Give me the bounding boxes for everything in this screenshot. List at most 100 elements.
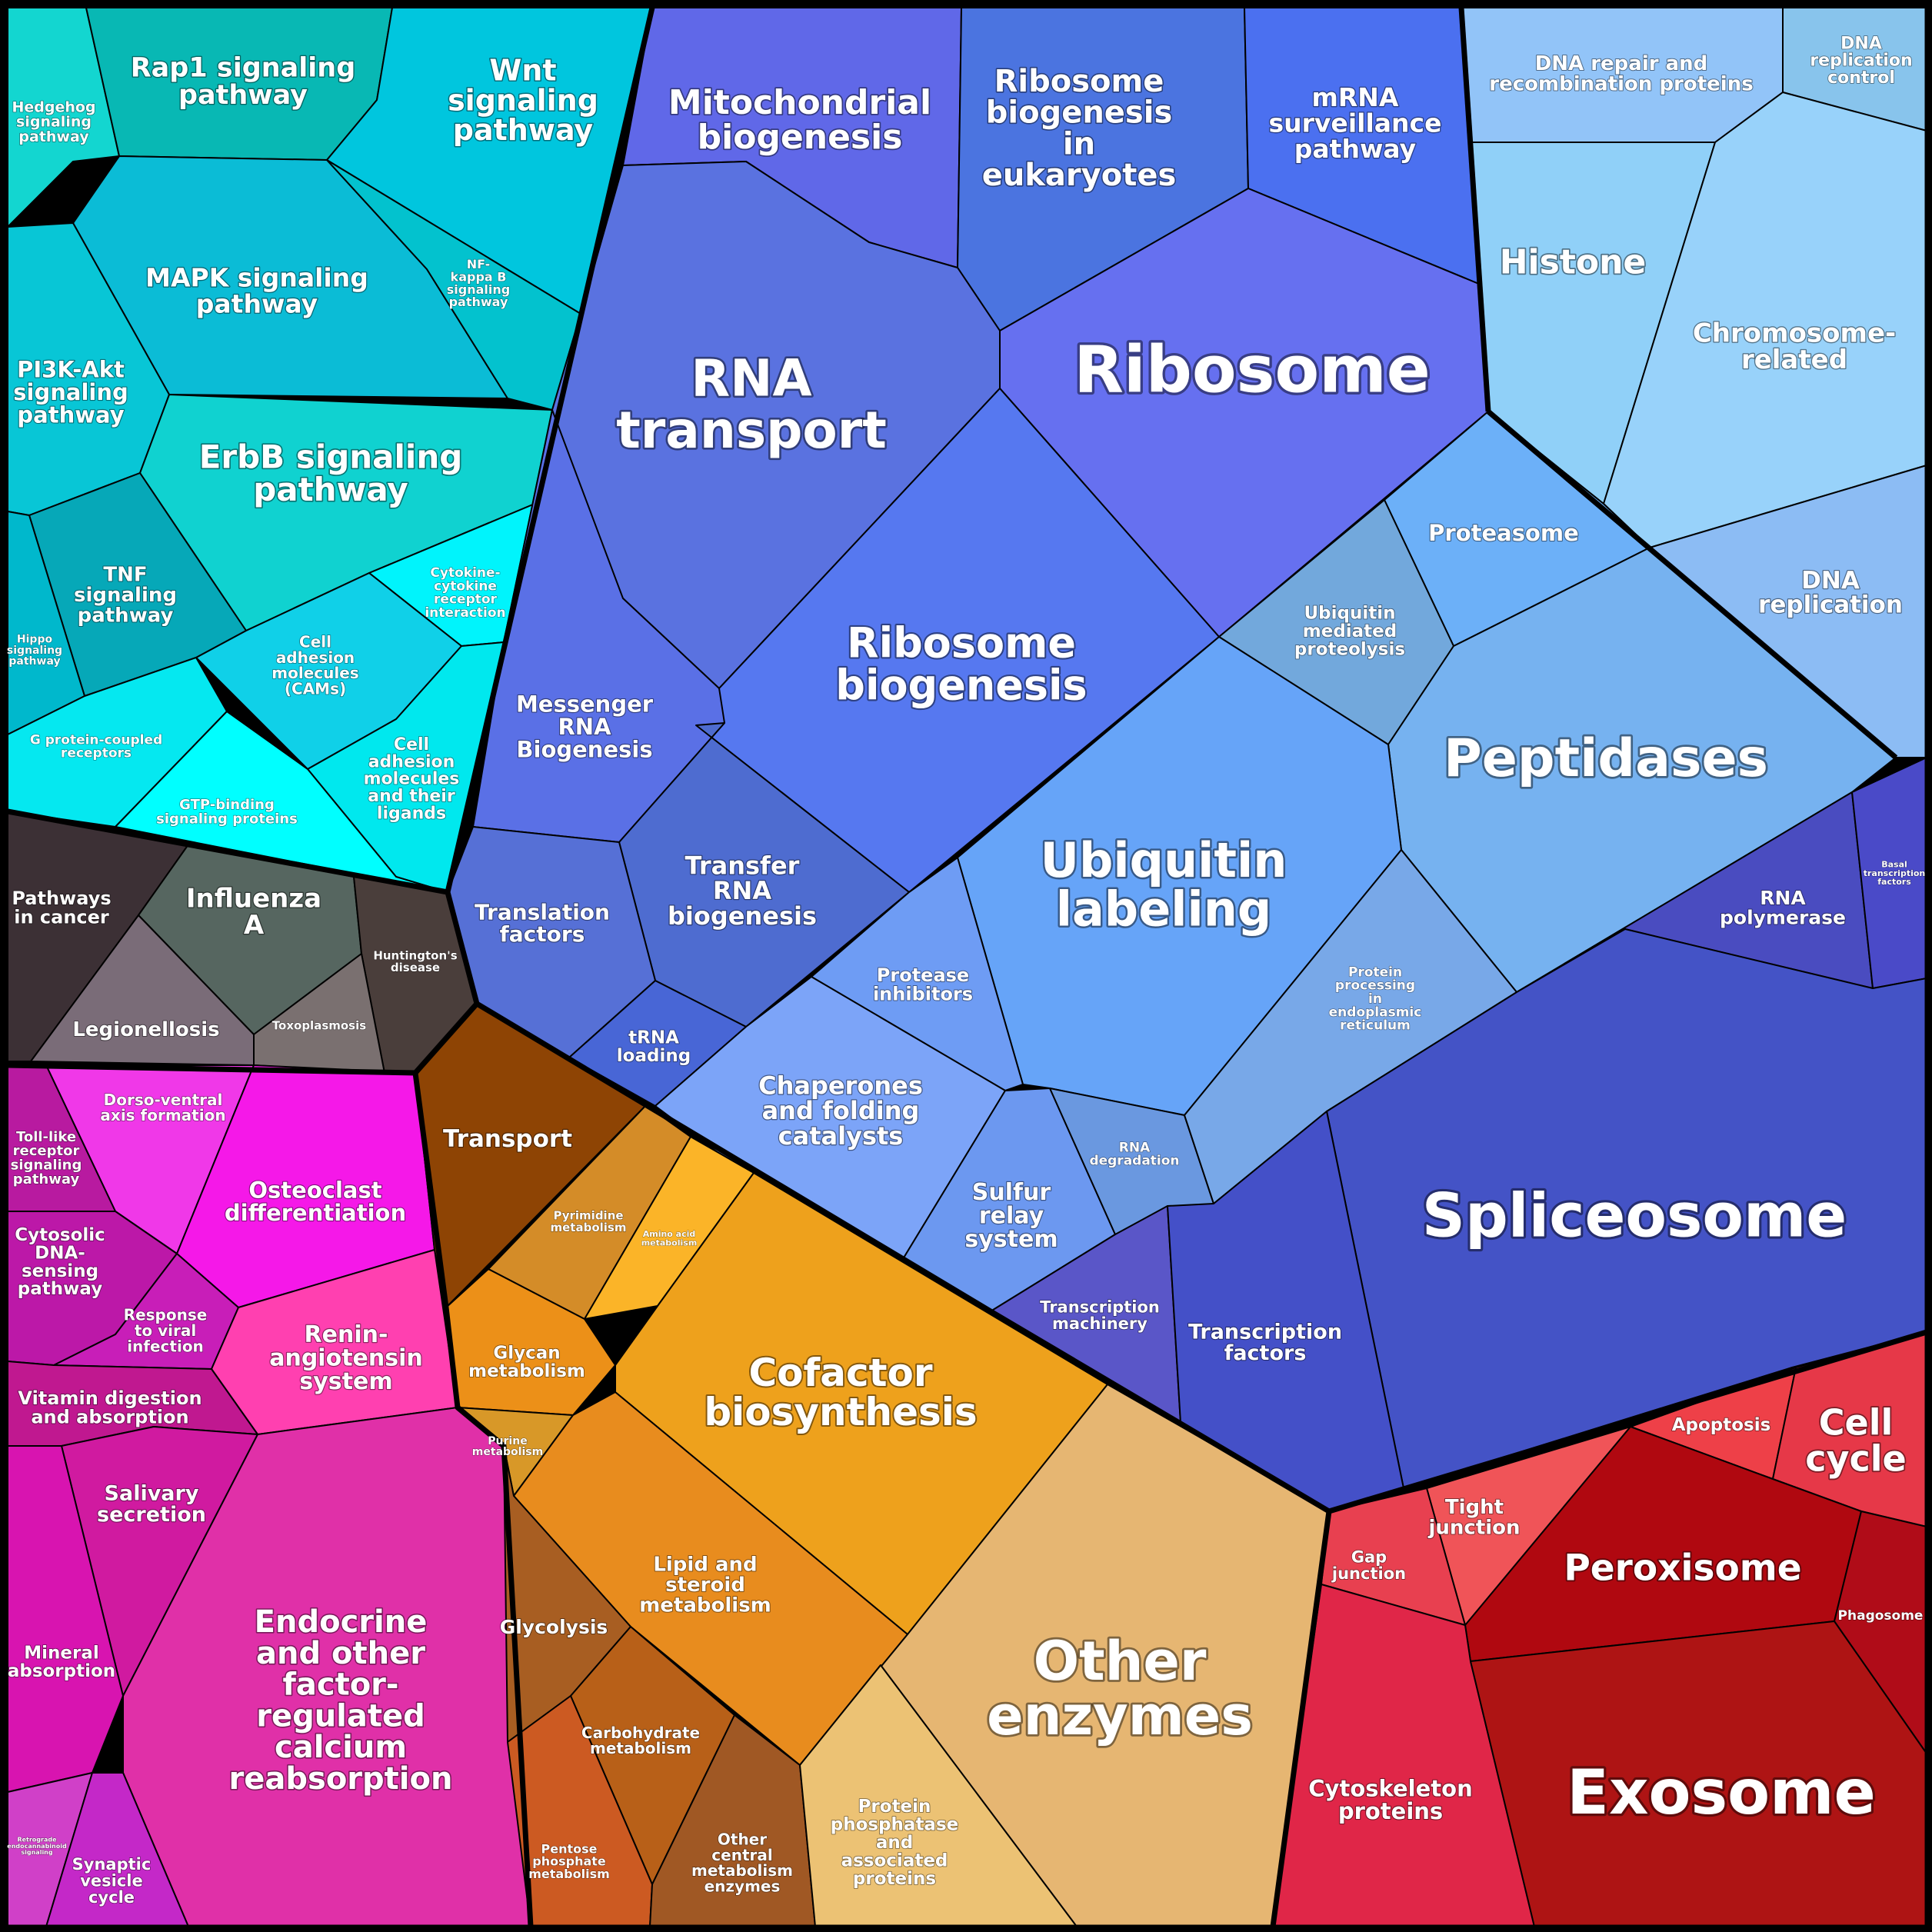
- label-line: Cytoskeleton: [1308, 1775, 1472, 1801]
- label-line: Transcription: [1188, 1321, 1342, 1344]
- label-cytoskeleton-proteins: Cytoskeleton proteins: [1308, 1775, 1472, 1824]
- cell-hedgehog-signaling-pathway: [7, 7, 120, 228]
- label-line: signaling: [11, 1158, 82, 1174]
- label-cytokine-cytokine-receptor-interaction: Cytokine-cytokine receptor interaction: [425, 565, 505, 621]
- label-chaperones-and-folding-catalysts: Chaperones and folding catalysts: [758, 1071, 923, 1151]
- label-line: Messenger: [516, 691, 654, 718]
- label-line: biosynthesis: [704, 1390, 977, 1434]
- label-line: metabolism: [472, 1446, 543, 1458]
- label-transfer-rna-biogenesis: Transfer RNA biogenesis: [668, 851, 817, 931]
- label-line: Dorso-ventral: [104, 1091, 223, 1109]
- label-line: G protein-coupled: [30, 732, 162, 748]
- label-line: calcium: [275, 1730, 407, 1765]
- label-line: DNA repair and: [1535, 52, 1708, 75]
- label-exosome: Exosome: [1567, 1757, 1875, 1828]
- group-border: [412, 1072, 534, 1927]
- label-line: pathway: [178, 80, 308, 111]
- label-line: factor-: [282, 1667, 398, 1703]
- label-amino-acid-metabolism: Amino acid metabolism: [641, 1229, 698, 1247]
- label-line: Ribosome: [1074, 331, 1431, 407]
- label-ribosome-biogenesis-in-eukaryotes: Ribosome biogenesis in eukaryotes: [982, 64, 1177, 193]
- label-hippo-signaling-pathway: Hippo signaling pathway: [7, 634, 62, 668]
- label-dna-repair-and-recombination-proteins: DNA repair and recombination proteins: [1489, 52, 1753, 96]
- label-line: and other: [256, 1636, 425, 1671]
- label-toll-like-receptor-signaling-pathway: Toll-like receptor signaling pathway: [11, 1129, 82, 1188]
- label-line: regulated: [256, 1698, 425, 1734]
- label-line: Peptidases: [1444, 728, 1768, 789]
- label-line: DNA: [1840, 34, 1882, 53]
- label-line: Transport: [443, 1125, 572, 1153]
- label-messenger-rna-biogenesis: Messenger RNA Biogenesis: [516, 691, 654, 763]
- label-line: junction: [1427, 1516, 1520, 1539]
- label-line: Apoptosis: [1672, 1415, 1771, 1435]
- label-line: DNA-: [35, 1243, 85, 1263]
- label-other-central-metabolism-enzymes: Other central metabolism enzymes: [691, 1830, 793, 1895]
- label-line: associated: [841, 1851, 948, 1871]
- label-line: TNF: [103, 564, 147, 587]
- label-line: Cytokine-: [430, 565, 500, 581]
- label-line: enzymes: [705, 1877, 781, 1896]
- label-hedgehog-signaling-pathway: Hedgehog signaling pathway: [12, 98, 95, 145]
- label-line: adhesion: [276, 648, 355, 667]
- label-line: pathway: [8, 655, 60, 668]
- label-line: Legionellosis: [72, 1018, 219, 1041]
- label-rna-transport: RNA transport: [616, 348, 887, 459]
- label-histone: Histone: [1500, 242, 1647, 281]
- label-ubiquitin-labeling: Ubiquitin labeling: [1041, 832, 1287, 937]
- label-line: Basal: [1881, 860, 1907, 870]
- label-carbohydrate-metabolism: Carbohydrate metabolism: [581, 1724, 700, 1757]
- label-huntington-s-disease: Huntington's disease: [373, 949, 457, 974]
- label-line: cycle: [1805, 1438, 1907, 1480]
- label-line: reticulum: [1340, 1018, 1411, 1034]
- label-line: infection: [127, 1337, 204, 1355]
- label-line: mediated: [1303, 621, 1397, 641]
- label-line: pathway: [18, 128, 89, 145]
- label-line: Pyrimidine: [553, 1209, 623, 1223]
- label-line: signaling: [21, 1849, 53, 1856]
- label-sulfur-relay-system: Sulfur relay system: [964, 1179, 1058, 1253]
- label-influenza-a: Influenza A: [186, 884, 321, 941]
- label-line: system: [964, 1226, 1058, 1253]
- cell-protease-inhibitors: [811, 857, 1024, 1091]
- label-salivary-secretion: Salivary secretion: [97, 1482, 206, 1527]
- label-line: metabolism: [528, 1867, 610, 1881]
- label-line: Glycolysis: [500, 1616, 608, 1638]
- label-protease-inhibitors: Protease inhibitors: [873, 964, 973, 1004]
- label-line: RNA: [713, 876, 771, 905]
- label-gtp-binding-signaling-proteins: GTP-binding signaling proteins: [156, 797, 298, 827]
- label-line: Cofactor: [748, 1351, 932, 1395]
- label-ribosome: Ribosome: [1074, 331, 1431, 407]
- label-peroxisome: Peroxisome: [1564, 1547, 1801, 1589]
- label-mitochondrial-biogenesis: Mitochondrial biogenesis: [668, 83, 931, 157]
- label-line: phosphate: [532, 1854, 606, 1869]
- label-line: GTP-binding: [179, 797, 275, 813]
- label-gap-junction: Gap junction: [1331, 1548, 1406, 1584]
- label-line: A: [244, 910, 265, 941]
- label-toxoplasmosis: Toxoplasmosis: [272, 1018, 366, 1032]
- label-line: endoplasmic: [1329, 1004, 1422, 1020]
- label-line: interaction: [425, 605, 505, 621]
- label-line: related: [1741, 345, 1847, 375]
- label-line: molecules: [271, 664, 358, 682]
- label-transcription-machinery: Transcription machinery: [1040, 1298, 1160, 1334]
- label-line: pathway: [18, 1279, 102, 1299]
- group-border: [7, 891, 480, 1076]
- label-line: proteins: [1338, 1798, 1443, 1824]
- label-line: reabsorption: [229, 1761, 453, 1797]
- label-line: Amino acid: [643, 1229, 696, 1239]
- label-line: eukaryotes: [982, 158, 1177, 193]
- label-line: Cell: [1819, 1402, 1894, 1444]
- label-pyrimidine-metabolism: Pyrimidine metabolism: [551, 1209, 627, 1234]
- label-rna-polymerase: RNA polymerase: [1720, 887, 1846, 929]
- label-line: and absorption: [31, 1407, 188, 1428]
- label-line: Salivary: [105, 1482, 199, 1506]
- label-transport: Transport: [443, 1125, 572, 1153]
- label-line: to viral: [135, 1321, 196, 1340]
- label-line: Toxoplasmosis: [272, 1018, 366, 1032]
- pathway-cells: [7, 7, 1927, 1927]
- label-line: catalysts: [778, 1121, 904, 1151]
- label-line: RNA: [691, 348, 811, 408]
- label-pathways-in-cancer: Pathways in cancer: [12, 888, 111, 928]
- label-line: Ribosome: [994, 64, 1164, 99]
